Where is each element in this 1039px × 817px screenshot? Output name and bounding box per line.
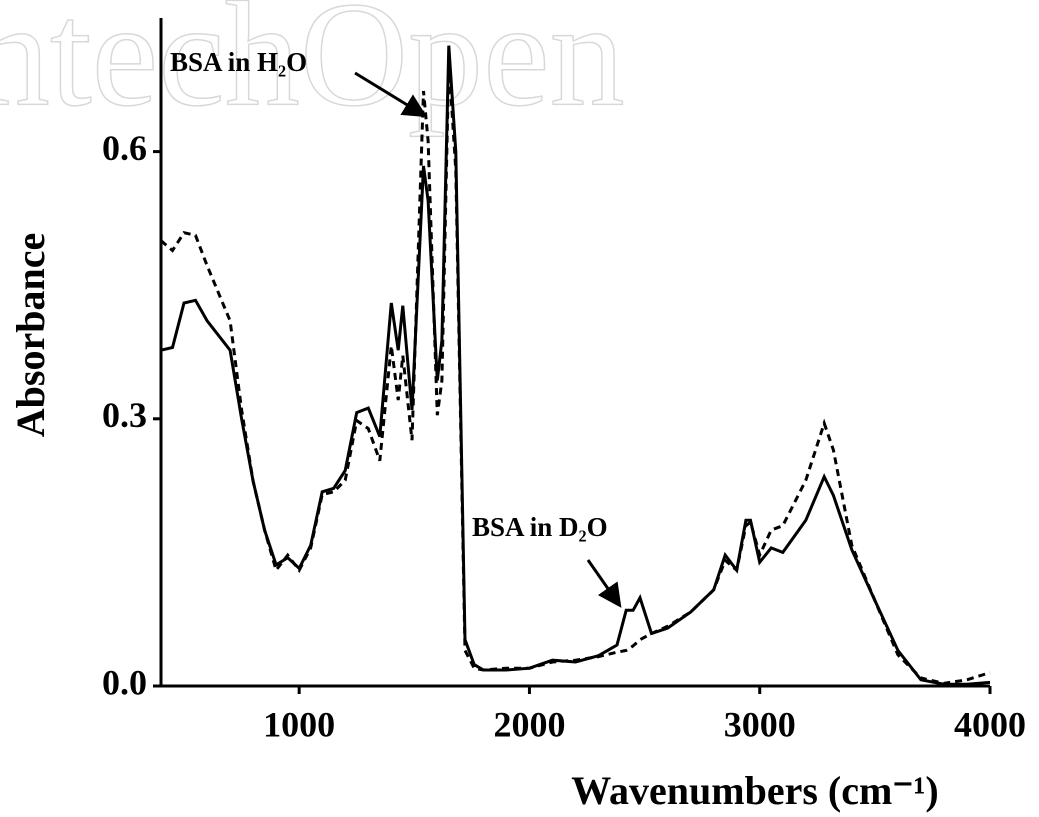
y-axis-title: Absorbance: [8, 233, 53, 437]
annotation: BSA in H₂O: [170, 47, 307, 77]
y-tick-label: 0.6: [102, 128, 147, 168]
x-tick-label: 4000: [954, 704, 1026, 744]
x-axis-title: Wavenumbers (cm⁻¹): [571, 768, 939, 813]
watermark: IntechOpen: [0, 0, 625, 137]
annotation-arrow: [354, 71, 428, 118]
spectrum-line: [160, 60, 991, 685]
x-tick-label: 2000: [493, 704, 565, 744]
x-tick-label: 1000: [263, 704, 335, 744]
x-tick-label: 3000: [724, 704, 796, 744]
spectrum-line: [160, 45, 991, 686]
y-tick-label: 0.0: [102, 662, 147, 702]
annotation: BSA in D₂O: [472, 512, 608, 542]
y-tick-label: 0.3: [102, 395, 147, 435]
annotation-arrow: [586, 559, 622, 608]
